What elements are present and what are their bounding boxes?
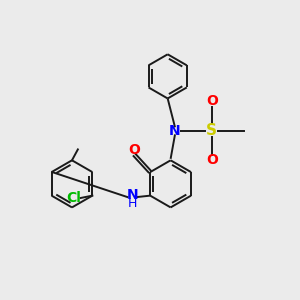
Text: S: S xyxy=(206,123,217,138)
Text: O: O xyxy=(206,153,218,167)
Text: H: H xyxy=(128,197,137,210)
Text: N: N xyxy=(169,124,181,138)
Text: N: N xyxy=(127,188,138,202)
Text: O: O xyxy=(129,143,140,157)
Text: O: O xyxy=(206,94,218,108)
Text: Cl: Cl xyxy=(66,191,81,205)
